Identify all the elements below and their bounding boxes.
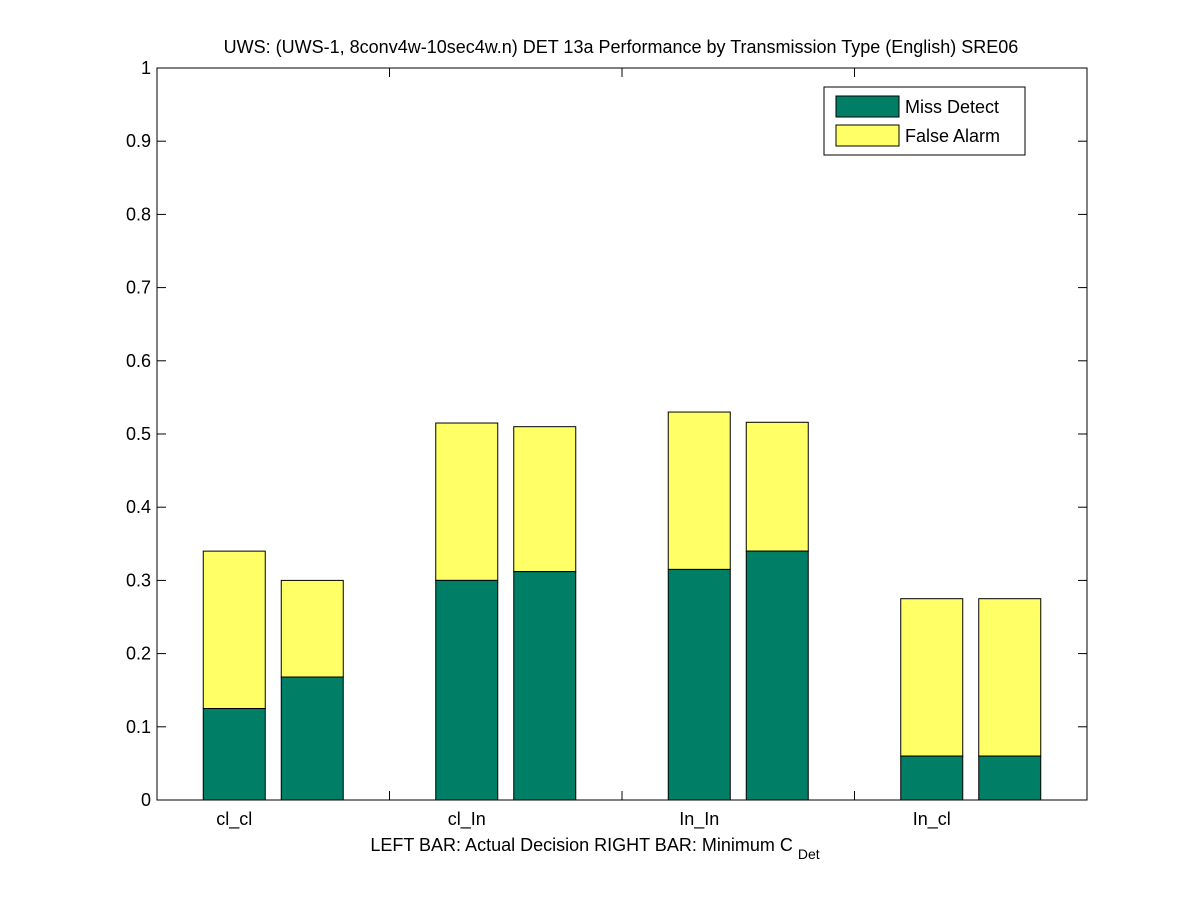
legend-swatch xyxy=(835,95,900,118)
bar-minimum-false-alarm-cl_cl xyxy=(280,579,344,678)
bar-minimum-miss-detect-cl_cl xyxy=(280,676,344,801)
y-tick-label: 0.3 xyxy=(126,570,151,590)
y-tick-label: 0.6 xyxy=(126,351,151,371)
y-tick-label: 0.9 xyxy=(126,131,151,151)
x-category-label: In_In xyxy=(679,809,719,830)
legend-label: Miss Detect xyxy=(905,97,999,117)
bar-minimum-miss-detect-In_In xyxy=(745,550,809,801)
y-tick-label: 0.2 xyxy=(126,644,151,664)
y-tick-label: 0.4 xyxy=(126,497,151,517)
chart-title: UWS: (UWS-1, 8conv4w-10sec4w.n) DET 13a … xyxy=(224,37,1019,57)
y-tick-label: 0.8 xyxy=(126,204,151,224)
bar-actual-miss-detect-In_In xyxy=(667,568,731,801)
bar-actual-false-alarm-In_cl xyxy=(900,598,964,757)
y-tick-label: 0.7 xyxy=(126,278,151,298)
bar-actual-false-alarm-cl_cl xyxy=(202,550,266,709)
x-category-label: cl_In xyxy=(448,809,486,830)
bar-minimum-false-alarm-cl_In xyxy=(513,426,577,573)
legend-label: False Alarm xyxy=(905,126,1000,146)
bar-actual-miss-detect-In_cl xyxy=(900,755,964,801)
bar-actual-false-alarm-cl_In xyxy=(435,422,499,581)
x-category-label: cl_cl xyxy=(216,809,252,830)
bar-actual-miss-detect-cl_In xyxy=(435,579,499,801)
bar-minimum-miss-detect-In_cl xyxy=(978,755,1042,801)
legend-swatch xyxy=(835,124,900,147)
y-tick-label: 0.1 xyxy=(126,717,151,737)
bar-minimum-false-alarm-In_In xyxy=(745,421,809,552)
bar-actual-miss-detect-cl_cl xyxy=(202,708,266,801)
bar-actual-false-alarm-In_In xyxy=(667,411,731,570)
axes-layer: 0 0.1 0.2 0.3 0.4 0.5 0.6 0.7 0.8 0.9 1 cl_cl cl_In I… xyxy=(126,58,1088,830)
x-axis-label-left: LEFT BAR: Actual Decision xyxy=(370,835,589,855)
y-tick-label: 1 xyxy=(141,58,151,78)
y-tick-label: 0.5 xyxy=(126,424,151,444)
x-axis-label: LEFT BAR: Actual Decision RIGHT BAR: Min… xyxy=(370,835,819,862)
legend: Miss Detect False Alarm xyxy=(823,86,1026,156)
bar-minimum-miss-detect-cl_In xyxy=(513,571,577,801)
y-tick-label: 0 xyxy=(141,790,151,810)
x-axis-label-right: RIGHT BAR: Minimum C xyxy=(594,835,793,855)
x-category-label: In_cl xyxy=(913,809,951,830)
bars-layer xyxy=(202,411,1042,801)
bar-minimum-false-alarm-In_cl xyxy=(978,598,1042,757)
x-axis-label-subscript: Det xyxy=(798,846,820,862)
